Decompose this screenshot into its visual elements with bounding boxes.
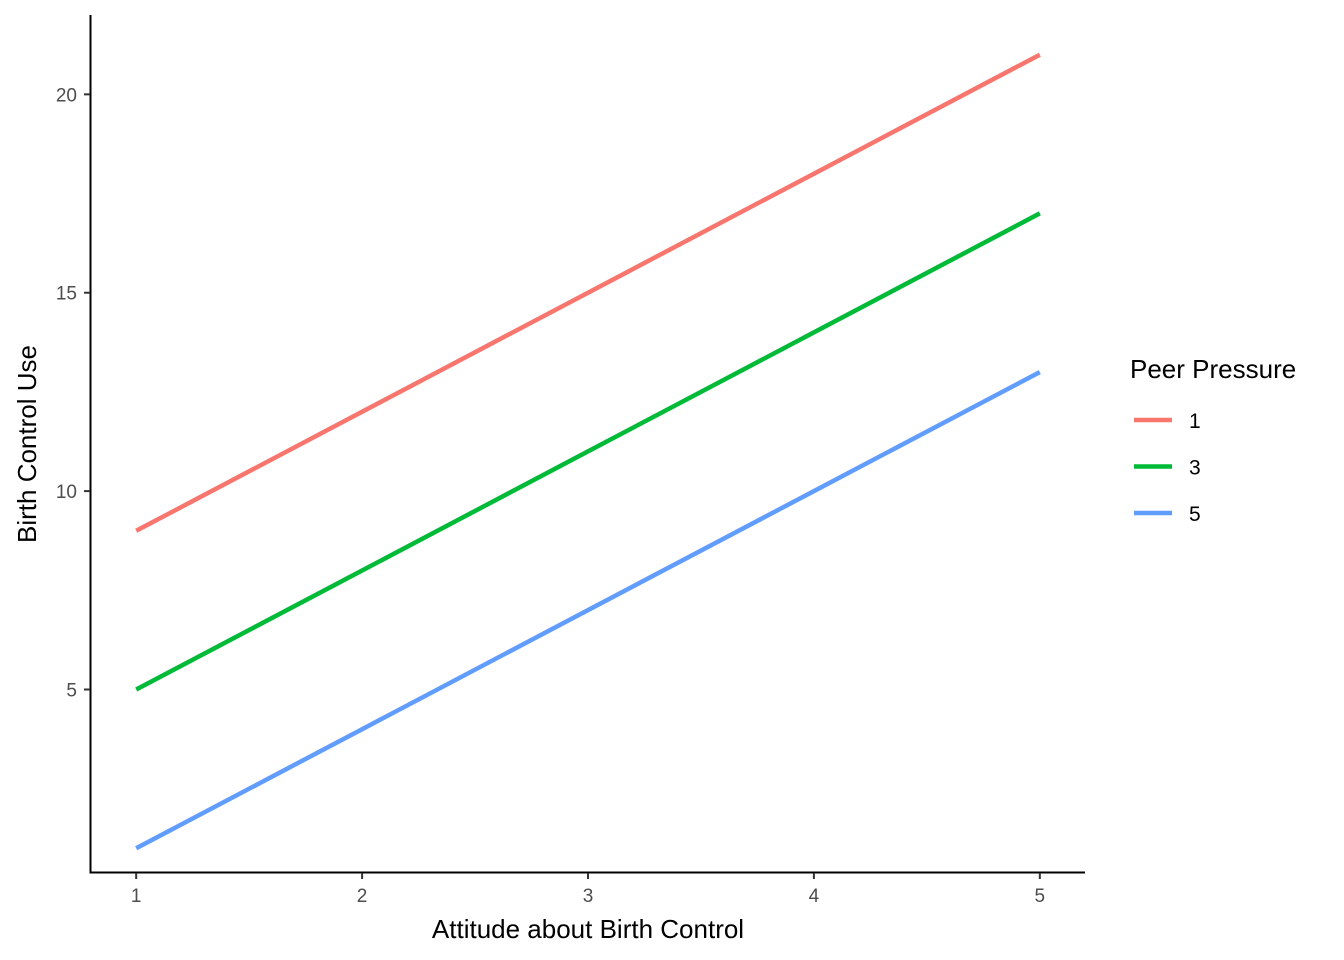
x-tick-label: 2 bbox=[357, 886, 368, 907]
series-line-5 bbox=[135, 370, 1041, 851]
x-axis-title: Attitude about Birth Control bbox=[432, 914, 744, 944]
x-tick-label: 3 bbox=[583, 886, 594, 907]
legend-label-3: 3 bbox=[1189, 457, 1201, 480]
y-tick-label: 15 bbox=[56, 284, 77, 305]
y-axis-title: Birth Control Use bbox=[12, 345, 42, 543]
y-tick-label: 10 bbox=[56, 482, 77, 503]
series-line-3 bbox=[135, 211, 1041, 692]
x-tick-label: 4 bbox=[809, 886, 820, 907]
legend-label-5: 5 bbox=[1189, 503, 1201, 526]
y-tick-label: 20 bbox=[56, 85, 77, 106]
x-axis-ticks: 1 2 3 4 5 bbox=[131, 873, 1045, 907]
legend-items: 1 3 5 bbox=[1134, 410, 1201, 526]
series-line-1 bbox=[135, 52, 1041, 533]
x-tick-label: 5 bbox=[1035, 886, 1046, 907]
legend: Peer Pressure 1 3 5 bbox=[1130, 354, 1296, 526]
x-tick-label: 1 bbox=[131, 886, 142, 907]
y-tick-label: 5 bbox=[66, 680, 77, 701]
y-axis-ticks: 5 10 15 20 bbox=[56, 85, 90, 701]
legend-title: Peer Pressure bbox=[1130, 354, 1296, 384]
series-lines bbox=[135, 52, 1041, 851]
legend-label-1: 1 bbox=[1189, 410, 1201, 433]
